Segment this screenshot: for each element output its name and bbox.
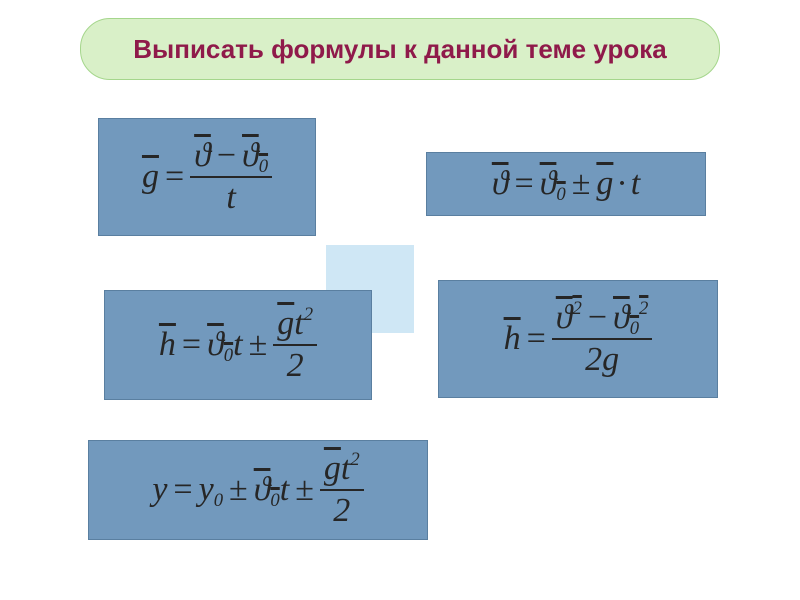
- fraction-dtheta-over-t: ϑ−ϑ0 t: [190, 139, 272, 215]
- formula-height-energy: h = ϑ2−ϑ02 2g: [438, 280, 718, 398]
- plus-minus-sign: ±: [223, 471, 254, 509]
- symbol-y0: y0: [199, 471, 223, 509]
- symbol-theta0-vector: ϑ0: [254, 471, 280, 509]
- fraction-gt2-over-2: gt2 2: [320, 452, 364, 528]
- fraction-v-squared-over-2g: ϑ2−ϑ02 2g: [552, 301, 653, 377]
- equals-sign: =: [167, 471, 198, 509]
- symbol-t: t: [280, 471, 289, 509]
- symbol-y: y: [152, 471, 167, 509]
- formula-height-kinematic: h = ϑ0 t ± gt2 2: [104, 290, 372, 400]
- symbol-theta0-vector: ϑ0: [540, 165, 566, 203]
- symbol-h-vector: h: [504, 320, 521, 358]
- symbol-g-vector: g: [596, 165, 613, 203]
- formula-g-definition: g = ϑ−ϑ0 t: [98, 118, 316, 236]
- equals-sign: =: [521, 320, 552, 358]
- equals-sign: =: [509, 165, 540, 203]
- slide-title-text: Выписать формулы к данной теме урока: [133, 34, 666, 65]
- equals-sign: =: [159, 158, 190, 196]
- formula-position: y = y0 ± ϑ0 t ± gt2 2: [88, 440, 428, 540]
- equals-sign: =: [176, 326, 207, 364]
- symbol-theta0-vector: ϑ0: [207, 326, 233, 364]
- symbol-h-vector: h: [159, 326, 176, 364]
- symbol-t: t: [631, 165, 640, 203]
- plus-minus-sign: ±: [566, 165, 597, 203]
- fraction-gt2-over-2: gt2 2: [273, 307, 317, 383]
- plus-minus-sign: ±: [243, 326, 274, 364]
- slide-title-box: Выписать формулы к данной теме урока: [80, 18, 720, 80]
- symbol-t: t: [233, 326, 242, 364]
- symbol-g-vector: g: [142, 158, 159, 196]
- dot-operator: ·: [613, 165, 630, 203]
- plus-minus-sign: ±: [289, 471, 320, 509]
- symbol-theta-vector: ϑ: [492, 165, 509, 203]
- formula-velocity: ϑ = ϑ0 ± g · t: [426, 152, 706, 216]
